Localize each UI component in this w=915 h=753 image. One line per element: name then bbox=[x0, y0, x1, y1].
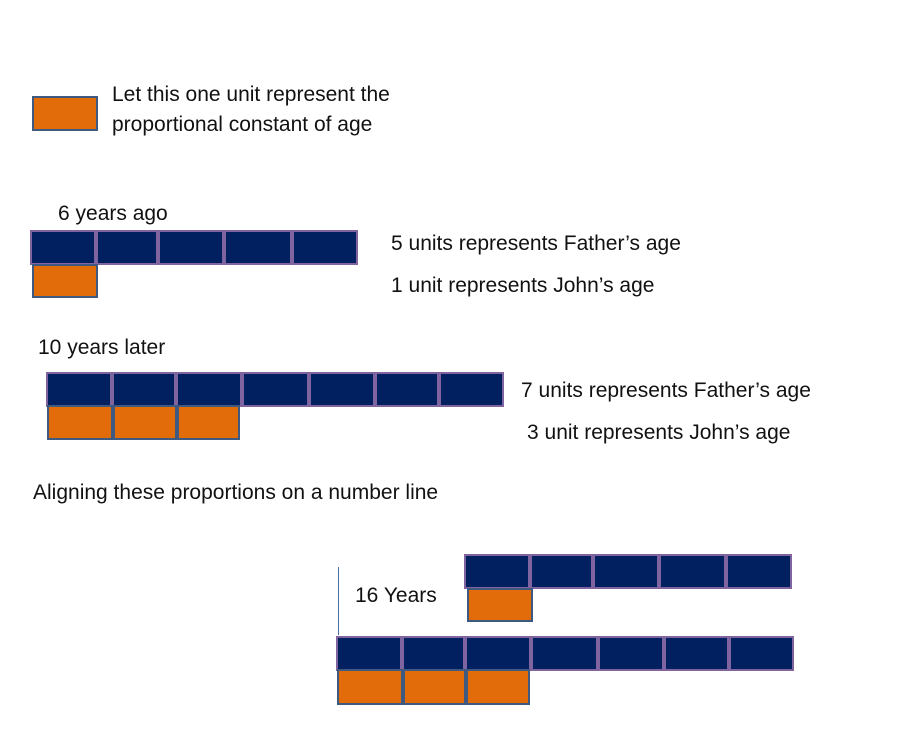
legend-text-line-2: proportional constant of age bbox=[112, 113, 373, 136]
father-unit-block bbox=[96, 230, 158, 265]
father-unit-block bbox=[46, 372, 112, 407]
father-unit-block bbox=[439, 372, 504, 407]
father-unit-block bbox=[309, 372, 375, 407]
john-unit-block bbox=[32, 264, 98, 298]
john-unit-block bbox=[466, 669, 530, 705]
father-unit-block bbox=[598, 636, 664, 671]
section-1-father-label: 5 units represents Father’s age bbox=[391, 232, 681, 255]
father-unit-block bbox=[464, 554, 530, 589]
john-unit-block bbox=[47, 405, 113, 440]
father-unit-block bbox=[664, 636, 729, 671]
father-unit-block bbox=[224, 230, 292, 265]
father-unit-block bbox=[375, 372, 439, 407]
legend-text-line-1: Let this one unit represent the bbox=[112, 83, 390, 106]
number-line-marker bbox=[338, 567, 339, 635]
father-unit-block bbox=[729, 636, 794, 671]
father-unit-block bbox=[30, 230, 96, 265]
john-unit-block bbox=[113, 405, 177, 440]
father-unit-block bbox=[242, 372, 309, 407]
section-2-father-label: 7 units represents Father’s age bbox=[521, 379, 811, 402]
father-unit-block bbox=[726, 554, 792, 589]
section-1-john-label: 1 unit represents John’s age bbox=[391, 274, 655, 297]
father-unit-block bbox=[402, 636, 465, 671]
father-unit-block bbox=[531, 636, 598, 671]
father-unit-block bbox=[336, 636, 402, 671]
father-unit-block bbox=[593, 554, 659, 589]
father-unit-block bbox=[292, 230, 358, 265]
section-2-heading: 10 years later bbox=[38, 336, 166, 359]
father-unit-block bbox=[158, 230, 224, 265]
aligned-past-john-unit-block bbox=[467, 588, 533, 622]
john-unit-block bbox=[177, 405, 240, 440]
father-unit-block bbox=[176, 372, 242, 407]
father-unit-block bbox=[465, 636, 531, 671]
legend-unit-block bbox=[32, 96, 98, 131]
father-unit-block bbox=[112, 372, 176, 407]
gap-label: 16 Years bbox=[355, 584, 437, 607]
john-unit-block bbox=[403, 669, 466, 705]
father-unit-block bbox=[659, 554, 726, 589]
john-unit-block bbox=[337, 669, 403, 705]
father-unit-block bbox=[530, 554, 593, 589]
section-2-john-label: 3 unit represents John’s age bbox=[527, 421, 791, 444]
section-1-heading: 6 years ago bbox=[58, 202, 168, 225]
section-3-heading: Aligning these proportions on a number l… bbox=[33, 481, 439, 504]
